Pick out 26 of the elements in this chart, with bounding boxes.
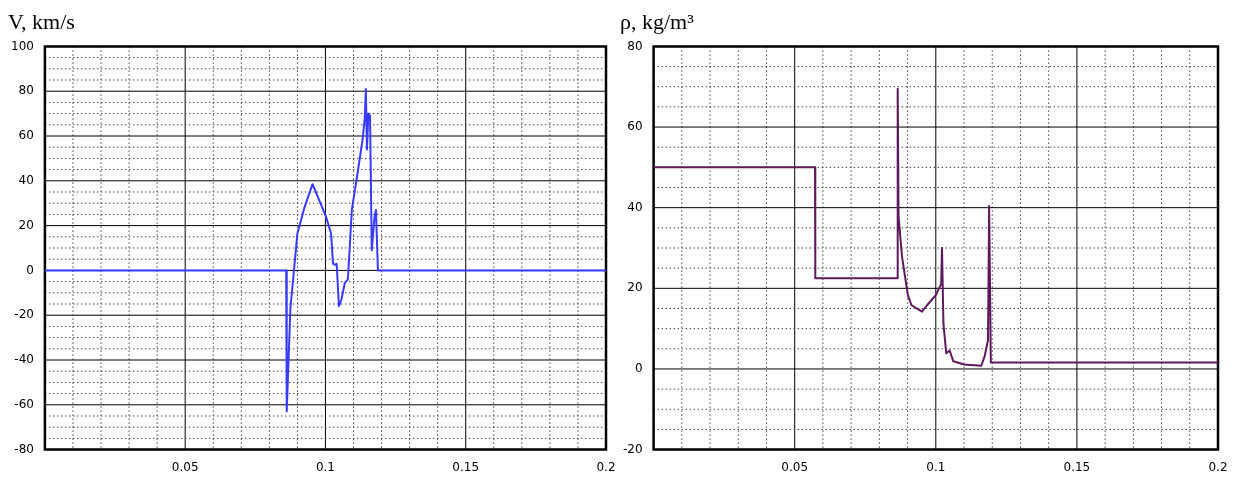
y-tick-label: -20 bbox=[14, 307, 34, 322]
x-tick-label: 0.05 bbox=[781, 459, 809, 474]
x-tick-label: 0.1 bbox=[315, 459, 335, 474]
chart-title: V, km/s bbox=[8, 8, 75, 34]
x-tick-label: 0.15 bbox=[1063, 459, 1091, 474]
y-tick-label: -40 bbox=[14, 352, 34, 367]
y-tick-label: 80 bbox=[627, 38, 643, 53]
x-tick-label: 0.2 bbox=[596, 459, 616, 474]
y-tick-label: 60 bbox=[18, 128, 34, 143]
x-tick-label: 0.15 bbox=[452, 459, 480, 474]
chart-title: ρ, kg/m³ bbox=[620, 8, 695, 34]
y-tick-label: 20 bbox=[18, 217, 34, 232]
y-tick-label: 20 bbox=[627, 280, 643, 295]
x-tick-label: 0.2 bbox=[1208, 459, 1228, 474]
y-tick-label: -20 bbox=[622, 441, 643, 456]
y-tick-label: 40 bbox=[627, 199, 643, 214]
y-tick-label: 0 bbox=[26, 262, 34, 277]
y-tick-label: -80 bbox=[14, 441, 34, 456]
y-tick-label: -60 bbox=[14, 396, 34, 411]
y-tick-label: 40 bbox=[18, 172, 34, 187]
y-tick-label: 80 bbox=[18, 83, 34, 98]
y-tick-label: 60 bbox=[627, 119, 643, 134]
x-tick-label: 0.1 bbox=[926, 459, 946, 474]
x-tick-label: 0.05 bbox=[171, 459, 199, 474]
y-tick-label: 100 bbox=[11, 38, 34, 53]
y-tick-label: 0 bbox=[634, 361, 643, 376]
